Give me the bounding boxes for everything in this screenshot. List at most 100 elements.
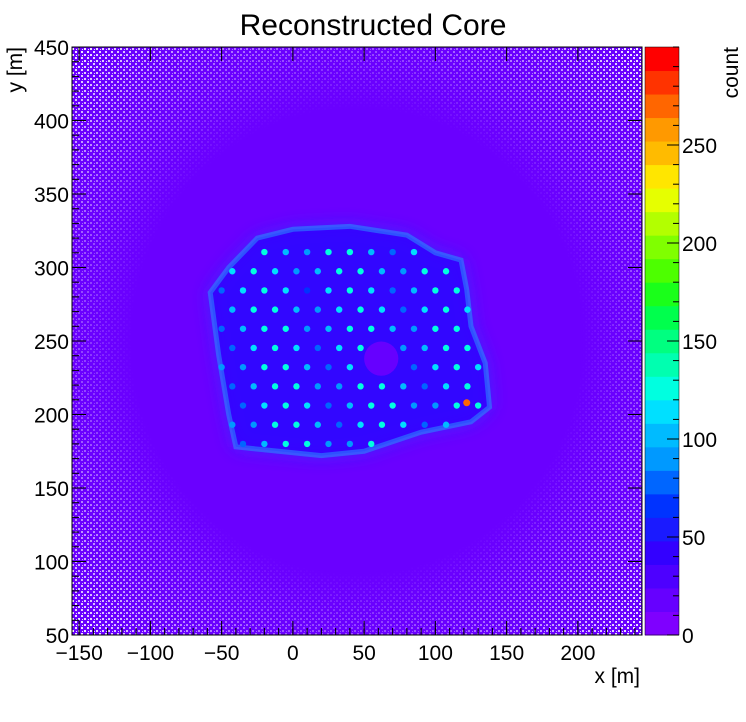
y-axis-label: y [m]: [4, 47, 27, 93]
detector-hotspot: [432, 402, 439, 409]
detector-hotspot: [346, 440, 354, 448]
color-axis-label: count: [720, 47, 743, 99]
palette-tick-label: 150: [682, 331, 717, 354]
detector-hotspot: [474, 363, 482, 371]
detector-hotspot: [335, 268, 343, 275]
x-tick-label: 200: [560, 642, 595, 665]
detector-hotspot: [400, 344, 407, 352]
detector-hotspot: [335, 421, 343, 428]
detector-hotspot: [357, 383, 364, 390]
plot-area: [72, 47, 642, 635]
detector-hotspot: [474, 402, 482, 409]
detector-hotspot: [421, 383, 428, 390]
detector-hotspot: [250, 306, 257, 313]
palette-tick-label: 200: [682, 233, 717, 256]
detector-hotspot: [400, 421, 407, 428]
detector-hotspot: [303, 363, 311, 371]
x-tick-label: −50: [204, 642, 240, 665]
x-axis: −150 −100 −50 0 50 100 150 200: [55, 47, 636, 665]
detector-hotspot: [314, 344, 322, 352]
x-tick-label: −150: [55, 642, 102, 665]
detector-hotspot: [314, 421, 322, 428]
detector-hotspot: [442, 306, 450, 313]
detector-hotspot: [271, 421, 279, 428]
detector-hotspot: [229, 268, 236, 275]
detector-hotspot: [325, 363, 332, 371]
palette-band: [645, 305, 679, 330]
detector-hotspot: [432, 363, 439, 371]
detector-hotspot: [368, 440, 375, 448]
detector-hotspot: [325, 325, 332, 332]
palette-band: [645, 423, 679, 448]
detector-hotspot: [378, 268, 386, 275]
detector-hotspot: [453, 363, 460, 371]
x-tick-label: 0: [287, 642, 299, 665]
detector-hotspot: [410, 363, 418, 371]
detector-hotspot: [464, 383, 471, 390]
palette-band: [645, 540, 679, 565]
palette-tick-label: 50: [682, 527, 705, 550]
detector-hotspot: [229, 383, 236, 390]
detector-hotspot: [357, 306, 364, 313]
detector-hotspot: [261, 363, 268, 371]
detector-hotspot: [282, 248, 289, 256]
x-tick-label: 100: [418, 642, 453, 665]
detector-hotspot: [442, 383, 450, 390]
detector-grid: [218, 248, 482, 448]
detector-hotspot: [325, 402, 332, 409]
detector-hotspot: [453, 402, 460, 409]
detector-hotspot: [357, 344, 364, 352]
detector-hotspot: [410, 248, 418, 256]
detector-hotspot: [314, 306, 322, 313]
detector-hotspot: [442, 421, 450, 428]
footprint-region: [207, 223, 493, 459]
detector-hotspot: [346, 363, 354, 371]
y-tick-label: 100: [34, 552, 69, 575]
y-tick-label: 350: [34, 184, 69, 207]
detector-hotspot: [464, 306, 471, 313]
x-tick-label: 50: [352, 642, 375, 665]
detector-hotspot: [303, 248, 311, 256]
detector-hotspot: [303, 402, 311, 409]
detector-hotspot: [293, 421, 300, 428]
detector-hotspot: [368, 287, 375, 294]
detector-hotspot: [357, 421, 364, 428]
palette-tick-label: 100: [682, 429, 717, 452]
palette-band: [645, 164, 679, 189]
peak-hotspot: [463, 399, 471, 407]
detector-hotspot: [432, 287, 439, 294]
detector-hotspot: [229, 421, 236, 428]
detector-hotspot: [432, 325, 439, 332]
detector-hotspot: [218, 363, 225, 371]
detector-hotspot: [314, 268, 322, 275]
detector-hotspot: [400, 383, 407, 390]
palette-band: [645, 47, 679, 72]
palette-band: [645, 470, 679, 495]
y-tick-label: 400: [34, 111, 69, 134]
detector-hotspot: [410, 325, 418, 332]
detector-hotspot: [346, 248, 354, 256]
palette-band: [645, 117, 679, 142]
y-tick-label: 250: [34, 331, 69, 354]
y-tick-label: 200: [34, 405, 69, 428]
x-tick-label: 150: [489, 642, 524, 665]
detector-hotspot: [346, 325, 354, 332]
color-palette: 0 50 100 150 200 250: [644, 46, 717, 648]
detector-hotspot: [410, 287, 418, 294]
x-axis-label: x [m]: [595, 665, 641, 688]
detector-hotspot: [410, 402, 418, 409]
detector-hotspot: [293, 344, 300, 352]
y-tick-label: 450: [34, 37, 69, 60]
detector-hotspot: [271, 306, 279, 313]
detector-hotspot: [250, 383, 257, 390]
detector-hotspot: [218, 325, 225, 332]
detector-hotspot: [261, 402, 268, 409]
detector-hotspot: [421, 306, 428, 313]
detector-hotspot: [271, 383, 279, 390]
detector-hotspot: [282, 440, 289, 448]
palette-band: [645, 70, 679, 95]
detector-hotspot: [303, 440, 311, 448]
detector-hotspot: [239, 402, 247, 409]
detector-hotspot: [389, 402, 396, 409]
detector-hotspot: [378, 421, 386, 428]
